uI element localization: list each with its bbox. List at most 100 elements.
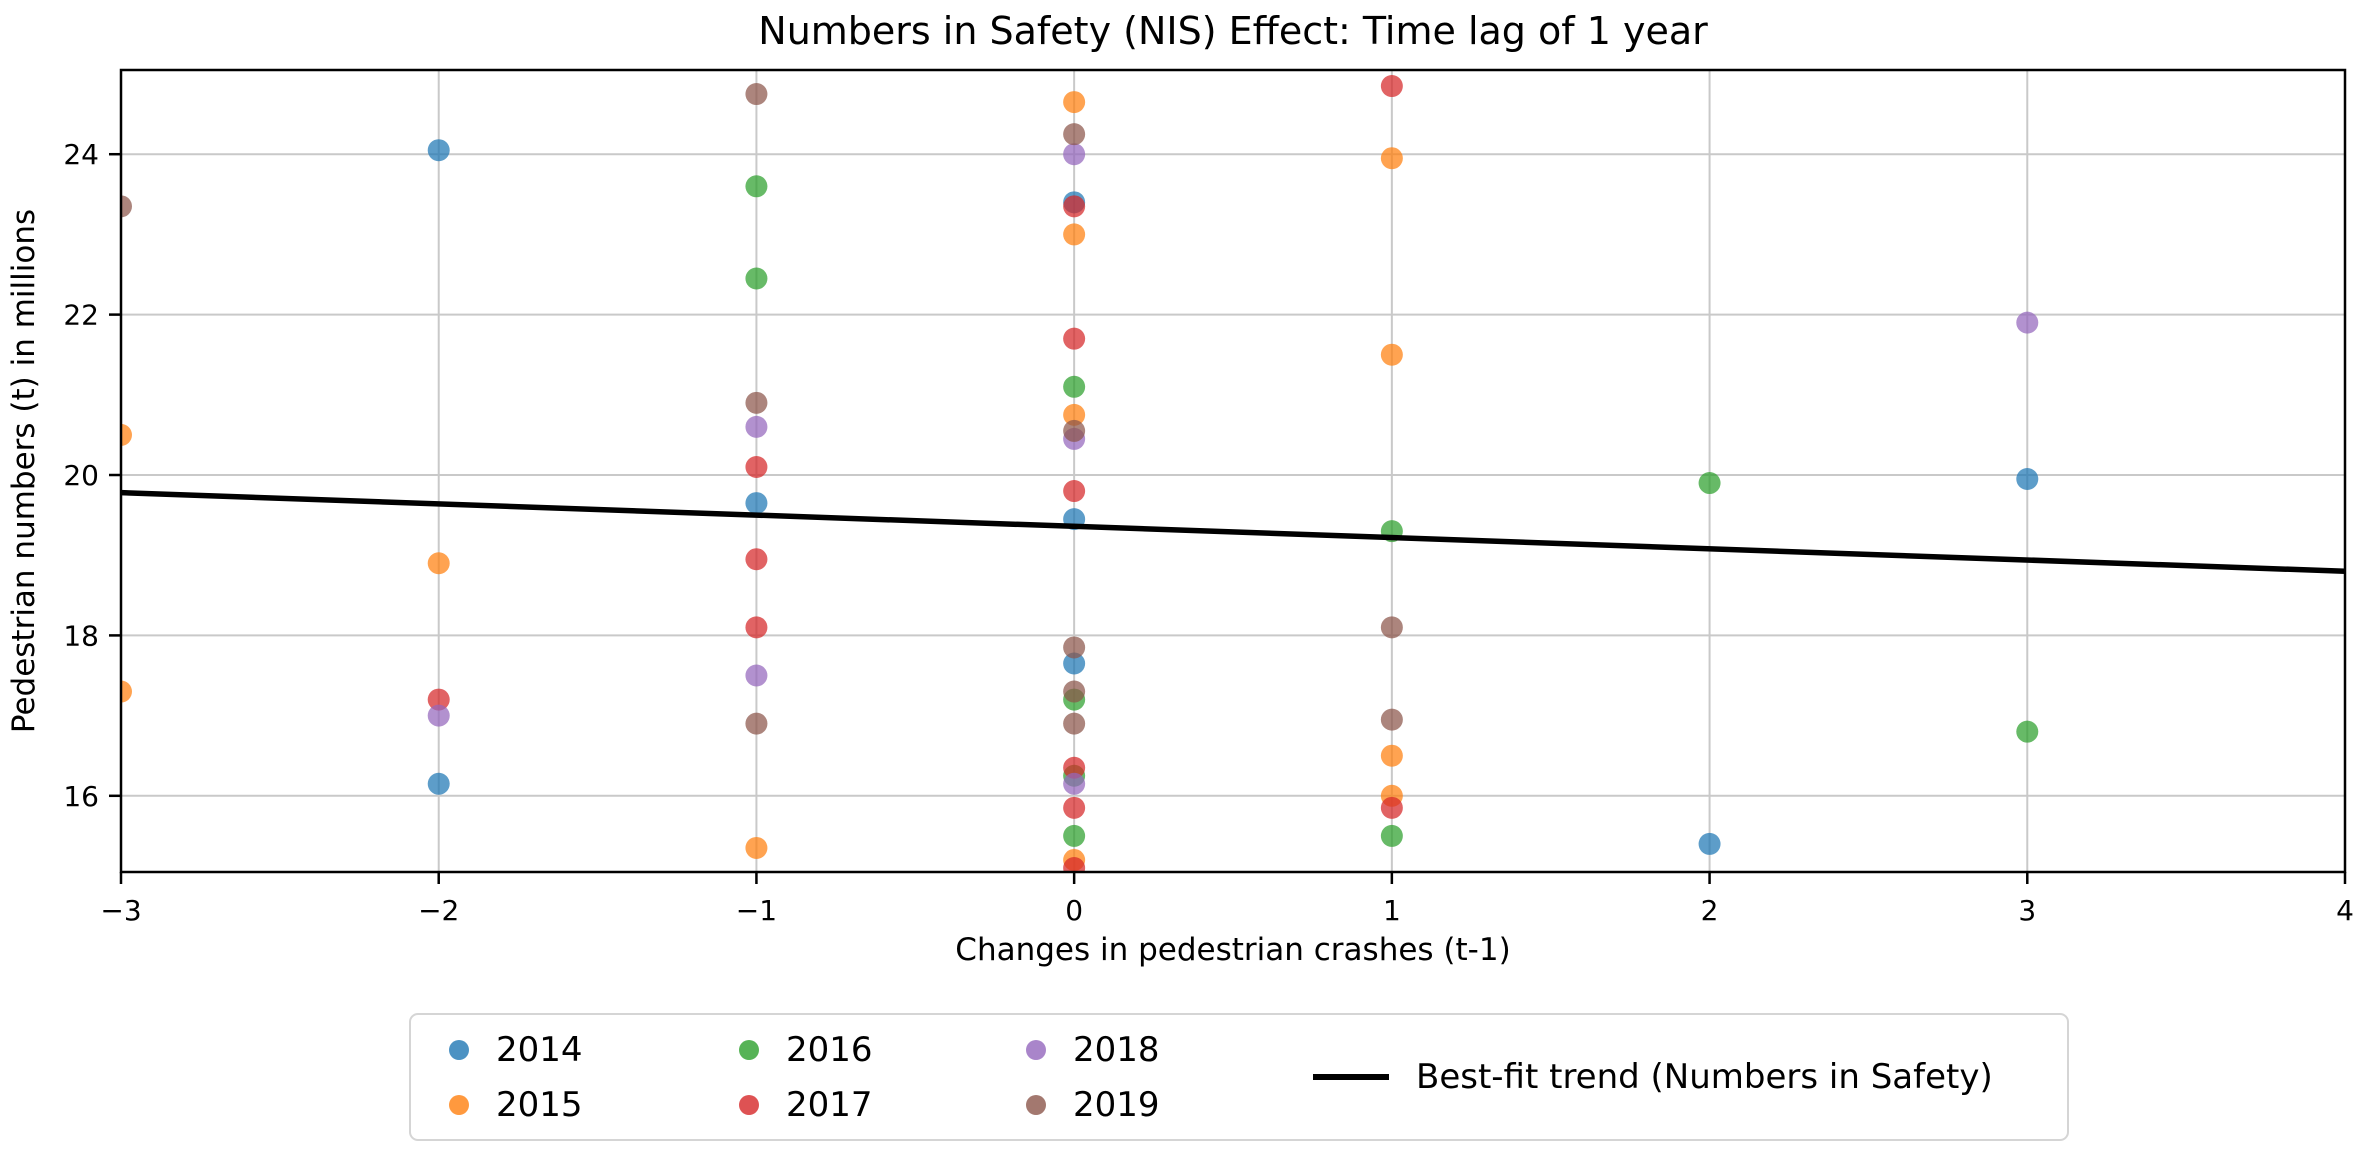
- scatter-point-2017: [1063, 327, 1086, 350]
- scatter-point-2016: [1063, 824, 1086, 847]
- x-tick-label: −3: [100, 894, 141, 927]
- scatter-point-2016: [1698, 472, 1721, 495]
- legend-item-2014: 2014: [449, 1022, 739, 1077]
- x-tick-label: −2: [418, 894, 459, 927]
- scatter-point-2017: [1063, 195, 1086, 218]
- scatter-point-2015: [1063, 403, 1086, 426]
- y-axis-label: Pedestrian numbers (t) in millions: [6, 209, 42, 733]
- x-tick-label: 4: [2336, 894, 2354, 927]
- scatter-point-2014: [1063, 652, 1086, 675]
- scatter-point-2016: [2016, 720, 2039, 743]
- y-tick-label: 20: [63, 459, 99, 492]
- scatter-point-2019: [1063, 712, 1086, 735]
- x-tick-label: 0: [1065, 894, 1083, 927]
- legend-item-2017: 2017: [739, 1077, 1026, 1132]
- y-tick-label: 18: [63, 619, 99, 652]
- x-tick-label: 2: [1701, 894, 1719, 927]
- scatter-point-2015: [121, 423, 132, 446]
- legend-marker-icon: [1026, 1094, 1046, 1115]
- scatter-point-2015: [1063, 91, 1086, 114]
- legend-item-2015: 2015: [449, 1077, 739, 1132]
- legend-column: Best-fit trend (Numbers in Safety): [1313, 1022, 2067, 1132]
- x-tick-label: −1: [736, 894, 777, 927]
- scatter-point-2019: [1063, 680, 1086, 703]
- y-tick-label: 24: [63, 138, 99, 171]
- legend-label: 2019: [1073, 1084, 1160, 1125]
- scatter-point-2018: [2016, 311, 2039, 334]
- scatter-point-2016: [745, 267, 768, 290]
- scatter-point-2015: [121, 680, 132, 703]
- legend-marker-icon: [739, 1094, 759, 1115]
- scatter-point-2014: [427, 139, 450, 162]
- trend-line-swatch: [1313, 1074, 1389, 1080]
- legend-item-trend: Best-fit trend (Numbers in Safety): [1313, 1050, 2067, 1105]
- scatter-point-2019: [745, 83, 768, 106]
- scatter-point-2017: [745, 616, 768, 639]
- legend-marker-icon: [449, 1039, 469, 1060]
- scatter-point-2019: [1380, 616, 1403, 639]
- scatter-point-2018: [745, 664, 768, 687]
- legend-item-2016: 2016: [739, 1022, 1026, 1077]
- scatter-point-2016: [1380, 824, 1403, 847]
- scatter-point-2017: [1063, 756, 1086, 779]
- legend-column: 2018 2019: [1026, 1022, 1313, 1132]
- scatter-point-2017: [427, 688, 450, 711]
- scatter-point-2015: [1380, 744, 1403, 767]
- scatter-point-2016: [1063, 375, 1086, 398]
- legend-column: 2016 2017: [739, 1022, 1026, 1132]
- x-tick-label: 1: [1383, 894, 1401, 927]
- scatter-point-2014: [1698, 832, 1721, 855]
- legend-item-2018: 2018: [1026, 1022, 1313, 1077]
- legend-column: 2014 2015: [449, 1022, 739, 1132]
- legend-label: Best-fit trend (Numbers in Safety): [1416, 1057, 1993, 1097]
- trend-line: [121, 489, 2345, 574]
- scatter-point-2014: [427, 772, 450, 795]
- legend-marker-icon: [739, 1039, 759, 1060]
- scatter-point-2017: [1063, 796, 1086, 819]
- legend: 2014 2015 2016 2017 2018 2019 Best-fit trend (…: [409, 1013, 2069, 1141]
- scatter-point-2018: [1063, 143, 1086, 166]
- scatter-point-2017: [1063, 856, 1086, 872]
- scatter-point-2015: [1380, 147, 1403, 170]
- scatter-point-2019: [745, 712, 768, 735]
- data-layer: [121, 75, 2345, 872]
- scatter-point-2019: [1063, 123, 1086, 146]
- x-axis-label: Changes in pedestrian crashes (t-1): [955, 932, 1510, 968]
- scatter-point-2018: [427, 704, 450, 727]
- scatter-point-2018: [745, 415, 768, 438]
- scatter-point-2016: [745, 175, 768, 198]
- axes-layer: −3 −2 −1 0 1 2 3 4 16 18 20 22 24: [63, 68, 2354, 927]
- x-tick-label: 3: [2018, 894, 2036, 927]
- scatter-point-2019: [1063, 419, 1086, 442]
- scatter-point-2017: [1380, 796, 1403, 819]
- grid-layer: [120, 70, 2346, 872]
- scatter-point-2018: [1063, 772, 1086, 795]
- scatter-point-2015: [427, 552, 450, 575]
- scatter-point-2015: [745, 836, 768, 859]
- scatter-point-2014: [2016, 468, 2039, 491]
- scatter-point-2014: [745, 492, 768, 515]
- scatter-point-2019: [1063, 636, 1086, 659]
- legend-label: 2016: [786, 1029, 873, 1070]
- plot-border: [119, 68, 2347, 874]
- scatter-point-2017: [1063, 480, 1086, 503]
- legend-label: 2017: [786, 1084, 873, 1125]
- scatter-point-2019: [745, 391, 768, 414]
- y-tick-label: 16: [63, 780, 99, 813]
- scatter-point-2017: [745, 548, 768, 571]
- legend-label: 2018: [1073, 1029, 1160, 1070]
- legend-label: 2015: [496, 1084, 583, 1125]
- scatter-plot: −3 −2 −1 0 1 2 3 4 16 18 20 22 24 Numbers in Safety …: [6, 9, 2354, 968]
- scatter-point-2019: [121, 195, 132, 218]
- scatter-point-2017: [1380, 75, 1403, 98]
- legend-label: 2014: [496, 1029, 583, 1070]
- chart-title: Numbers in Safety (NIS) Effect: Time lag…: [758, 9, 1708, 53]
- legend-item-2019: 2019: [1026, 1077, 1313, 1132]
- legend-marker-icon: [449, 1094, 469, 1115]
- legend-marker-icon: [1026, 1039, 1046, 1060]
- scatter-point-2015: [1380, 343, 1403, 366]
- scatter-point-2019: [1380, 708, 1403, 731]
- scatter-point-2017: [745, 455, 768, 478]
- scatter-point-2015: [1063, 223, 1086, 246]
